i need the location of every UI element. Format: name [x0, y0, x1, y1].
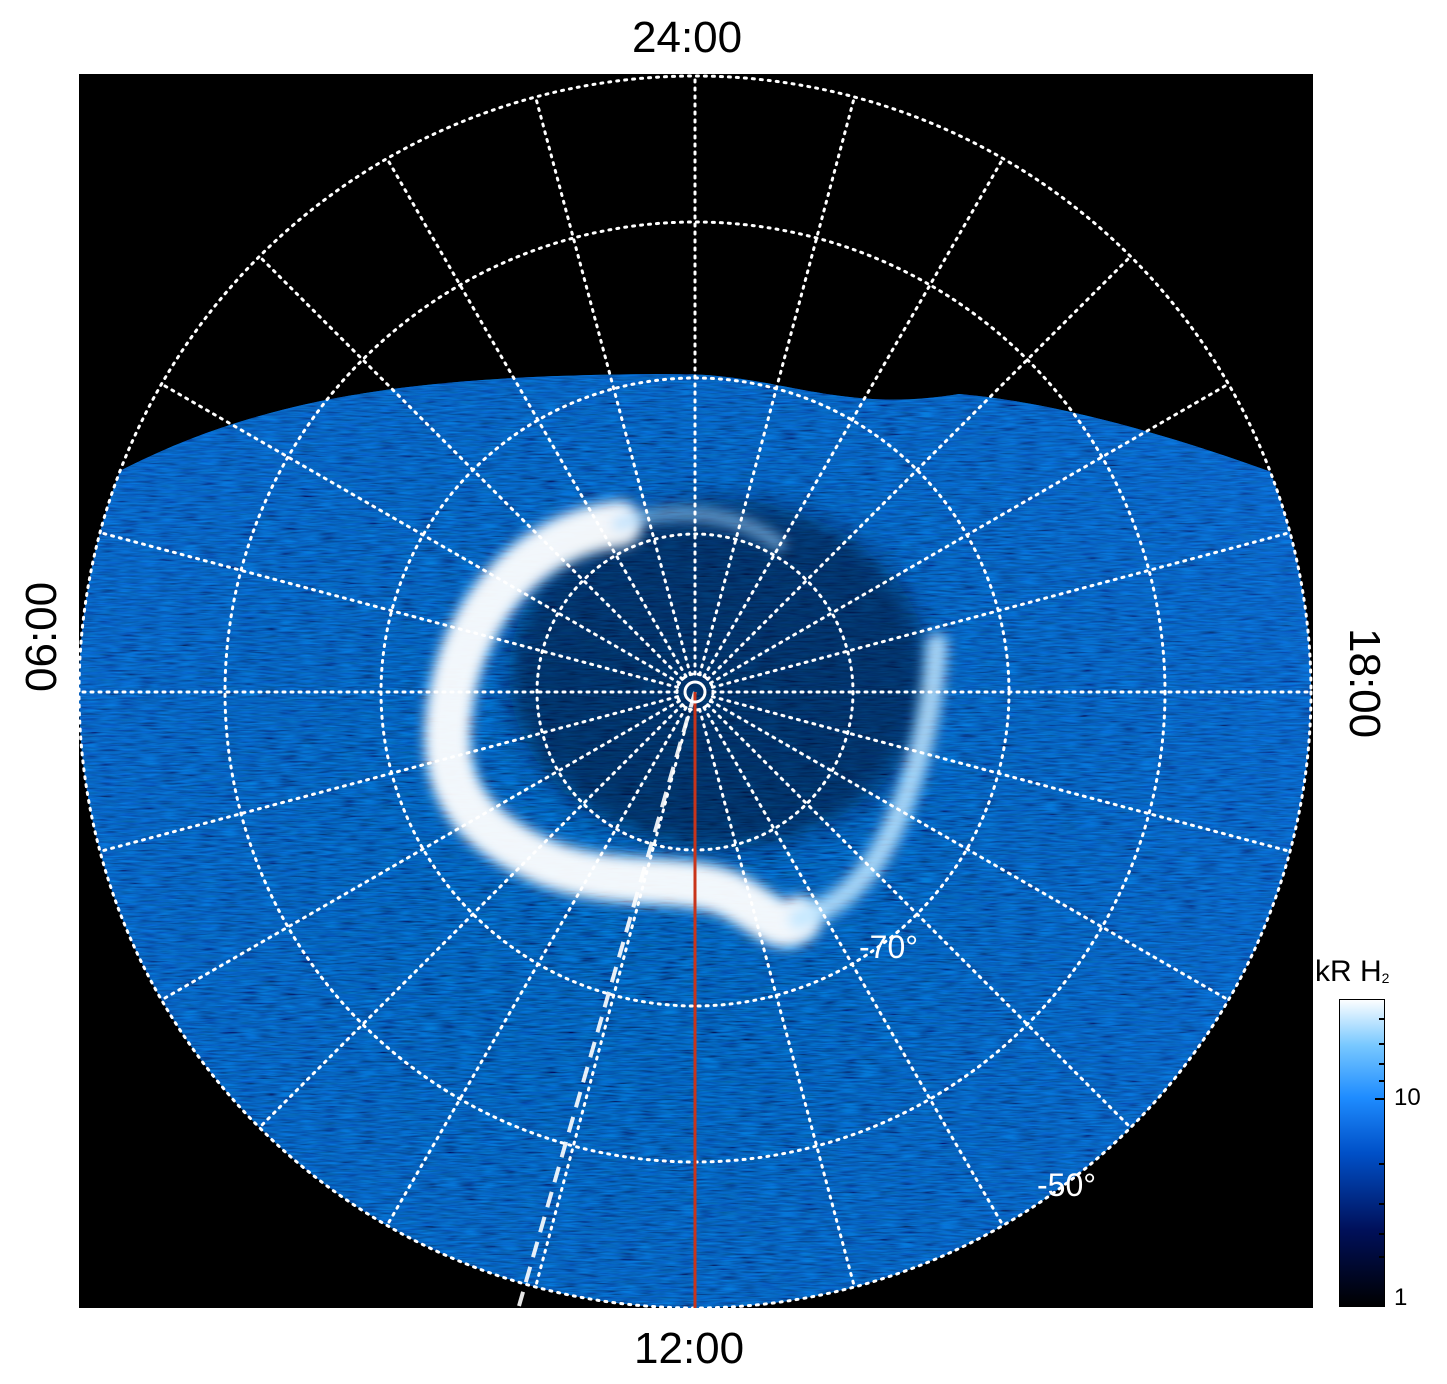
meridian-line [534, 95, 692, 677]
colorbar [1339, 999, 1385, 1307]
colorbar-tick-10: 10 [1394, 1084, 1421, 1111]
meridian-line [257, 703, 684, 1130]
meridian-line [98, 695, 680, 853]
meridian-line [698, 95, 856, 677]
colorbar-tick-1: 1 [1394, 1284, 1408, 1311]
meridian-line [385, 157, 688, 678]
meridian-line [98, 531, 680, 689]
meridian-line [706, 254, 1133, 681]
meridian-line [702, 157, 1005, 678]
meridian-line [160, 699, 681, 1002]
local-time-label-1200: 12:00 [634, 1324, 745, 1373]
local-time-label-2400: 24:00 [632, 13, 743, 62]
colorbar-title: kR H2 [1315, 955, 1390, 988]
local-time-label-0600: 06:00 [17, 581, 66, 692]
latitude-label-50: -50° [1037, 1167, 1096, 1203]
latitude-label-70: -70° [859, 929, 918, 965]
meridian-line [534, 707, 692, 1289]
meridian-line [709, 382, 1230, 685]
meridian-line [160, 382, 681, 685]
dashed-reference-meridian [517, 691, 697, 1307]
meridian-line [698, 707, 856, 1289]
aurora-polar-projection: -70° -50° [79, 74, 1313, 1308]
meridian-line [709, 699, 1230, 1002]
polar-cap-dark-region [509, 499, 929, 849]
latitude-circle [79, 74, 1313, 1308]
meridian-line [706, 703, 1133, 1130]
auroral-oval [424, 501, 948, 948]
meridian-line [710, 531, 1292, 689]
meridian-line [710, 695, 1292, 853]
meridian-line [385, 706, 688, 1227]
local-time-label-1800: 18:00 [1340, 628, 1389, 739]
meridian-line [257, 254, 684, 681]
pole-marker [683, 680, 707, 704]
meridian-line [702, 706, 1005, 1227]
colorbar-ticks [1375, 1018, 1385, 1258]
